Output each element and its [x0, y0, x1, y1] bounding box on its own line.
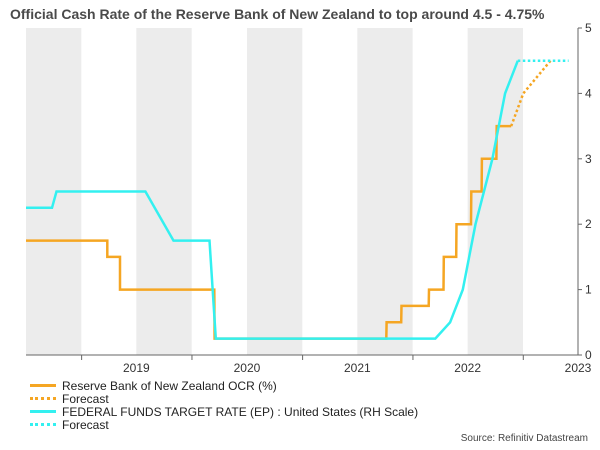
legend-item-fed-forecast: Forecast: [30, 417, 418, 432]
y-tick-label: 5: [585, 21, 592, 35]
legend-swatch-ocr: [30, 384, 56, 387]
x-tick-label: 2023: [565, 361, 592, 375]
legend-label-ocr-forecast: Forecast: [62, 391, 109, 406]
y-tick-label: 4: [585, 86, 592, 100]
y-tick-label: 0: [585, 348, 592, 362]
shaded-band-3: [357, 28, 413, 355]
legend-item-ocr-forecast: Forecast: [30, 391, 418, 406]
shaded-band-2: [246, 28, 303, 355]
legend-label-fed: FEDERAL FUNDS TARGET RATE (EP) : United …: [62, 404, 419, 419]
legend-label-fed-forecast: Forecast: [62, 417, 109, 432]
y-tick-label: 1: [585, 283, 592, 297]
chart-title: Official Cash Rate of the Reserve Bank o…: [10, 6, 545, 22]
x-tick-label: 2020: [234, 361, 261, 375]
x-tick-label: 2019: [123, 361, 150, 375]
legend-label-ocr: Reserve Bank of New Zealand OCR (%): [62, 378, 277, 393]
series-ocr-forecast-line: [510, 59, 552, 127]
source-note: Source: Refinitiv Datastream: [460, 433, 588, 444]
series-ocr-line: [26, 124, 512, 340]
y-tick-label: 3: [585, 152, 592, 166]
legend: Reserve Bank of New Zealand OCR (%) Fore…: [30, 378, 419, 432]
legend-swatch-fed-forecast: [30, 423, 56, 426]
legend-swatch-ocr-forecast: [30, 397, 56, 400]
x-tick-label: 2022: [454, 361, 481, 375]
y-tick-label: 2: [585, 217, 592, 231]
x-tick-label: 2021: [344, 361, 371, 375]
legend-item-ocr: Reserve Bank of New Zealand OCR (%): [30, 378, 418, 393]
series-fed-line: [26, 60, 519, 340]
legend-swatch-fed: [30, 410, 56, 413]
legend-item-fed: FEDERAL FUNDS TARGET RATE (EP) : United …: [30, 404, 419, 419]
